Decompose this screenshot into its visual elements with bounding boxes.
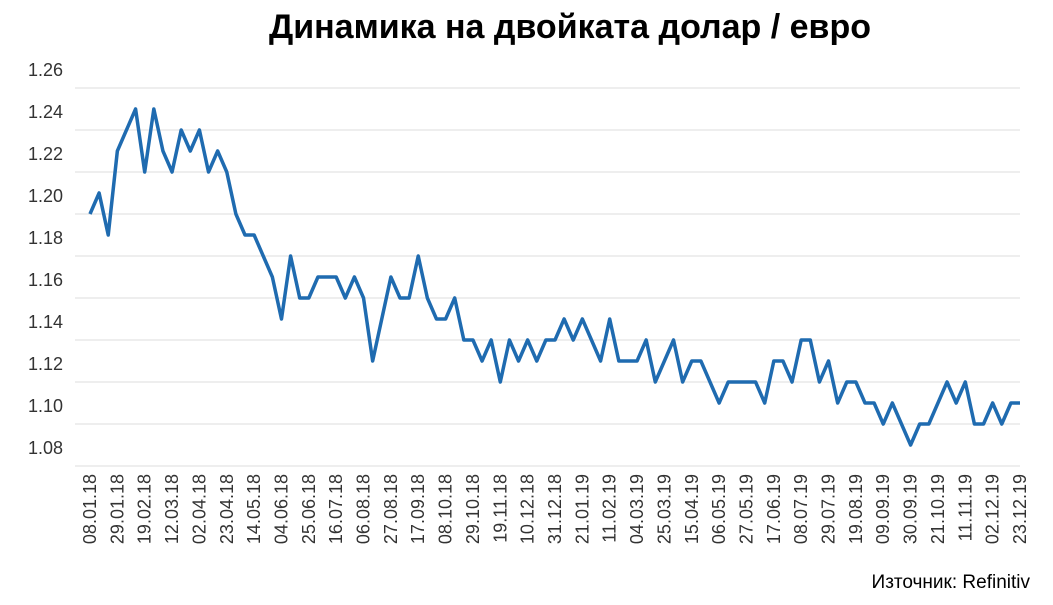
x-tick-label: 02.12.19 xyxy=(983,474,1003,544)
x-tick-label: 17.09.18 xyxy=(408,474,428,544)
source-note: Източник: Refinitiv xyxy=(872,572,1031,593)
x-tick-label: 19.02.18 xyxy=(135,474,155,544)
y-tick-label: 1.08 xyxy=(28,438,63,458)
y-tick-label: 1.12 xyxy=(28,354,63,374)
x-tick-label: 08.01.18 xyxy=(80,474,100,544)
x-tick-label: 23.12.19 xyxy=(1010,474,1030,544)
x-tick-label: 25.06.18 xyxy=(299,474,319,544)
x-tick-label: 10.12.18 xyxy=(518,474,538,544)
x-tick-label: 25.03.19 xyxy=(654,474,674,544)
x-tick-label: 06.08.18 xyxy=(354,474,374,544)
x-tick-label: 21.10.19 xyxy=(928,474,948,544)
x-tick-label: 04.03.19 xyxy=(627,474,647,544)
y-tick-label: 1.22 xyxy=(28,144,63,164)
x-tick-label: 19.11.18 xyxy=(490,474,510,543)
x-tick-label: 11.02.19 xyxy=(600,474,620,543)
x-tick-label: 14.05.18 xyxy=(244,474,264,544)
y-tick-label: 1.18 xyxy=(28,228,63,248)
x-tick-label: 15.04.19 xyxy=(682,474,702,544)
x-tick-label: 29.01.18 xyxy=(107,474,127,544)
x-tick-label: 08.10.18 xyxy=(436,474,456,544)
x-tick-label: 17.06.19 xyxy=(764,474,784,544)
x-tick-label: 02.04.18 xyxy=(189,474,209,544)
x-tick-label: 08.07.19 xyxy=(791,474,811,544)
x-tick-label: 19.08.19 xyxy=(846,474,866,544)
y-tick-label: 1.10 xyxy=(28,396,63,416)
x-tick-label: 09.09.19 xyxy=(873,474,893,544)
x-tick-label: 11.11.19 xyxy=(955,474,975,541)
x-tick-label: 23.04.18 xyxy=(217,474,237,544)
y-tick-label: 1.24 xyxy=(28,102,63,122)
x-tick-label: 27.08.18 xyxy=(381,474,401,544)
x-tick-label: 06.05.19 xyxy=(709,474,729,544)
x-tick-label: 16.07.18 xyxy=(326,474,346,544)
x-tick-label: 21.01.19 xyxy=(572,474,592,544)
y-tick-label: 1.16 xyxy=(28,270,63,290)
x-tick-label: 31.12.18 xyxy=(545,474,565,544)
x-tick-label: 30.09.19 xyxy=(901,474,921,544)
y-tick-label: 1.14 xyxy=(28,312,63,332)
y-tick-label: 1.20 xyxy=(28,186,63,206)
data-line xyxy=(88,107,1020,447)
y-tick-label: 1.26 xyxy=(28,60,63,80)
x-tick-label: 29.10.18 xyxy=(463,474,483,544)
x-tick-label: 29.07.19 xyxy=(819,474,839,544)
x-tick-label: 12.03.18 xyxy=(162,474,182,544)
chart-title: Динамика на двойката долар / евро xyxy=(269,8,871,46)
x-tick-label: 27.05.19 xyxy=(736,474,756,544)
x-tick-label: 04.06.18 xyxy=(271,474,291,544)
